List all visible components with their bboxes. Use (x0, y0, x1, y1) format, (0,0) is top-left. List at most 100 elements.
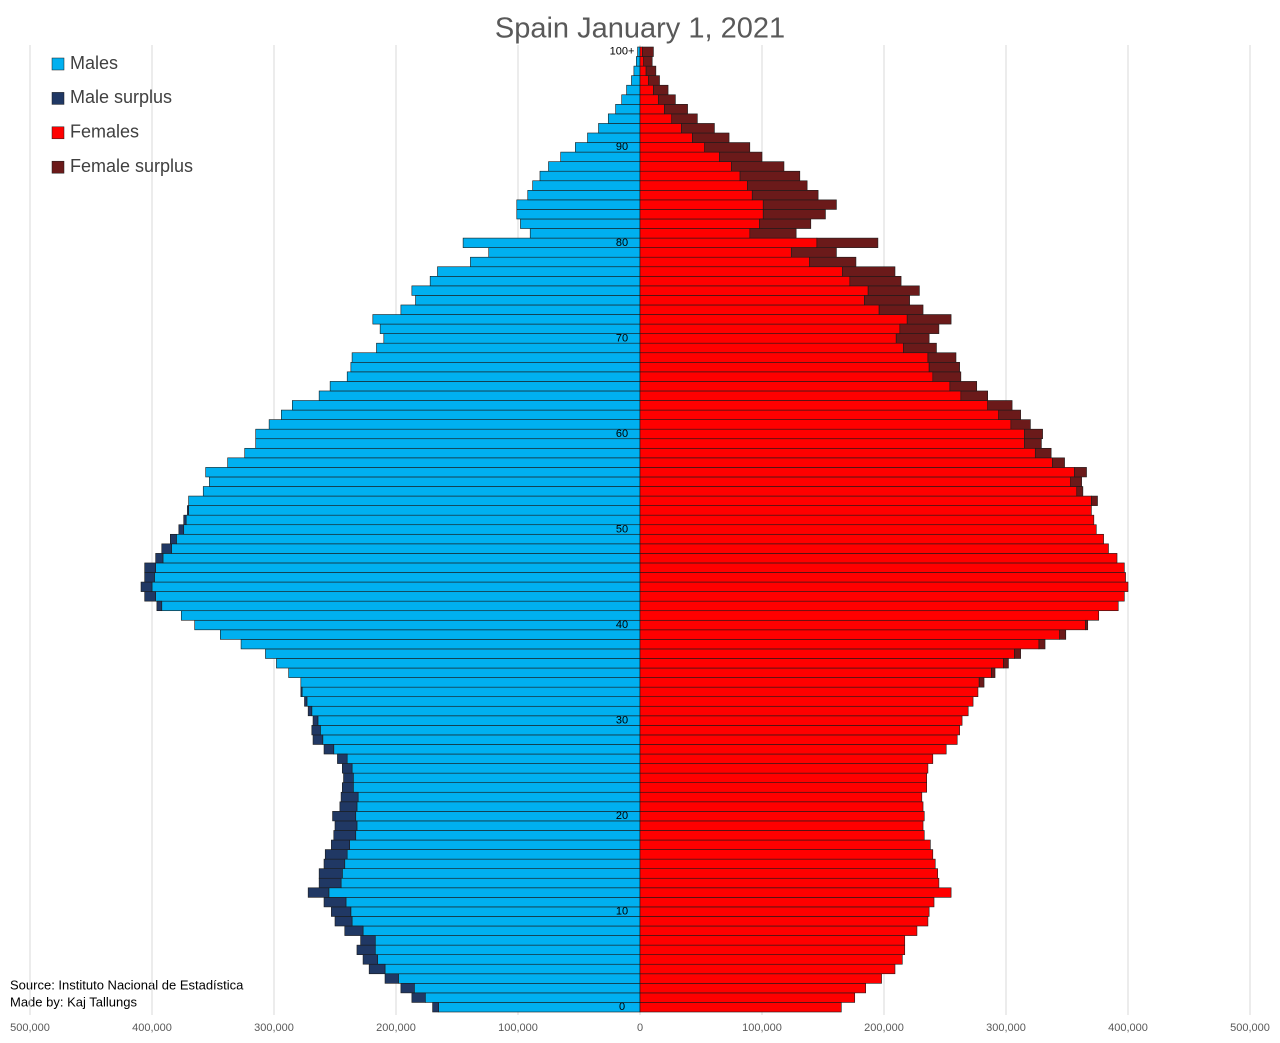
bar (639, 801, 924, 812)
bar (639, 543, 1109, 554)
bar (1024, 438, 1042, 449)
x-tick-label: 0 (637, 1022, 643, 1034)
bar (899, 323, 940, 334)
bar (639, 285, 869, 296)
bar (639, 1002, 842, 1013)
bar (379, 323, 641, 334)
bar (281, 409, 641, 420)
bar (639, 983, 866, 994)
bar (374, 944, 641, 955)
bar (639, 935, 906, 946)
bar (140, 581, 153, 592)
bar (362, 954, 378, 965)
bar (639, 610, 1100, 621)
bar (180, 610, 641, 621)
bar (1059, 629, 1067, 640)
bar (759, 218, 812, 229)
bar (657, 94, 676, 105)
bar (362, 925, 641, 936)
bar (1074, 467, 1087, 478)
bar (639, 992, 856, 1003)
bar (637, 46, 641, 57)
bar (631, 75, 641, 86)
bar (636, 56, 641, 67)
bar (322, 734, 641, 745)
bar (346, 371, 641, 382)
bar (639, 352, 929, 363)
bar (639, 371, 934, 382)
bar (575, 142, 641, 153)
bar (539, 170, 641, 182)
bar (639, 581, 1129, 592)
y-tick-label: 20 (616, 810, 628, 822)
bar (276, 658, 641, 669)
bar (639, 782, 928, 793)
bar (333, 830, 357, 841)
bar (639, 572, 1126, 583)
bar (639, 639, 1040, 650)
bar (342, 763, 353, 774)
bar (312, 715, 319, 726)
y-tick-label: 40 (616, 619, 628, 631)
bar (762, 199, 837, 210)
bar (1010, 419, 1031, 430)
y-tick-label: 80 (616, 237, 628, 249)
bar (949, 381, 978, 392)
bar (300, 677, 641, 688)
bar (639, 629, 1060, 640)
bar (639, 113, 673, 124)
bar (307, 705, 313, 717)
legend-label: Females (70, 122, 139, 142)
bar (639, 161, 732, 172)
bar (312, 734, 324, 745)
bar (809, 256, 857, 268)
bar (244, 447, 641, 459)
bar (864, 295, 910, 306)
bar (188, 495, 641, 506)
bar (932, 371, 962, 382)
bar (906, 314, 952, 325)
bar (639, 75, 649, 86)
bar (639, 142, 705, 153)
bar (639, 944, 906, 955)
bar (639, 467, 1075, 478)
bar (639, 916, 929, 927)
bar (643, 56, 653, 67)
legend-swatch (51, 57, 65, 71)
bar (639, 266, 843, 277)
bar (345, 897, 641, 908)
bar (639, 256, 810, 268)
bar (437, 266, 641, 277)
bar (155, 553, 164, 564)
bar (639, 524, 1097, 535)
bar (377, 954, 641, 965)
bar (639, 820, 924, 831)
bar (626, 84, 641, 96)
bar (372, 314, 641, 325)
bar (639, 686, 979, 698)
bar (307, 887, 330, 898)
bar (340, 791, 359, 803)
bar (301, 686, 641, 698)
bar (639, 887, 952, 898)
bar (639, 400, 989, 411)
y-tick-label: 10 (616, 906, 628, 918)
y-tick-label: 30 (616, 714, 628, 726)
bar (161, 600, 641, 612)
bar (333, 744, 641, 755)
bar (639, 314, 908, 325)
bar (639, 591, 1125, 602)
bar (438, 1002, 641, 1013)
bar (639, 600, 1119, 612)
y-tick-label: 0 (619, 1001, 625, 1013)
bar (355, 811, 641, 822)
bar (1070, 476, 1082, 487)
bar (671, 113, 698, 124)
bar (867, 285, 920, 296)
bar (639, 696, 974, 707)
bar (346, 753, 641, 764)
legend-swatch (51, 160, 65, 174)
bar (639, 218, 760, 229)
bar (639, 715, 963, 726)
bar (383, 333, 641, 344)
